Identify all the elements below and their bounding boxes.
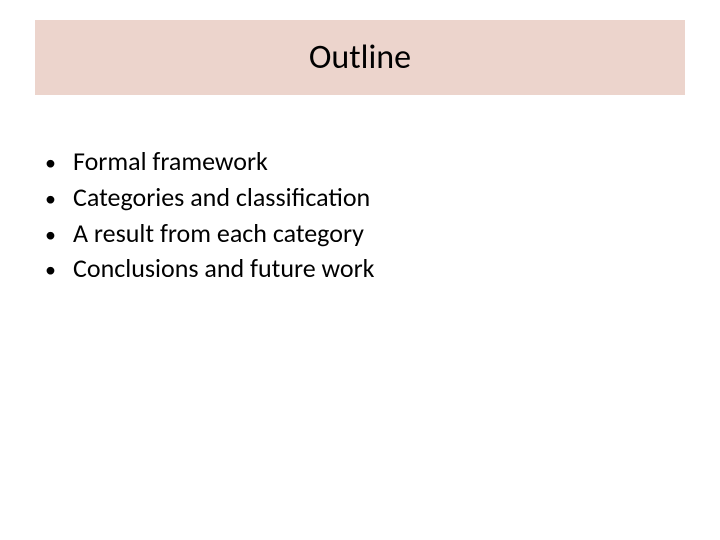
bullet-icon: • <box>45 221 73 250</box>
bullet-list: • Formal framework • Categories and clas… <box>45 145 375 288</box>
bullet-text: A result from each category <box>73 217 364 251</box>
bullet-text: Conclusions and future work <box>73 252 375 286</box>
bullet-text: Categories and classification <box>73 181 370 215</box>
bullet-icon: • <box>45 149 73 178</box>
bullet-icon: • <box>45 256 73 285</box>
slide-title: Outline <box>309 37 411 78</box>
slide: Outline • Formal framework • Categories … <box>0 0 720 540</box>
bullet-text: Formal framework <box>73 145 268 179</box>
list-item: • Categories and classification <box>45 181 375 215</box>
title-bar: Outline <box>35 20 685 95</box>
list-item: • A result from each category <box>45 217 375 251</box>
bullet-icon: • <box>45 185 73 214</box>
list-item: • Conclusions and future work <box>45 252 375 286</box>
list-item: • Formal framework <box>45 145 375 179</box>
